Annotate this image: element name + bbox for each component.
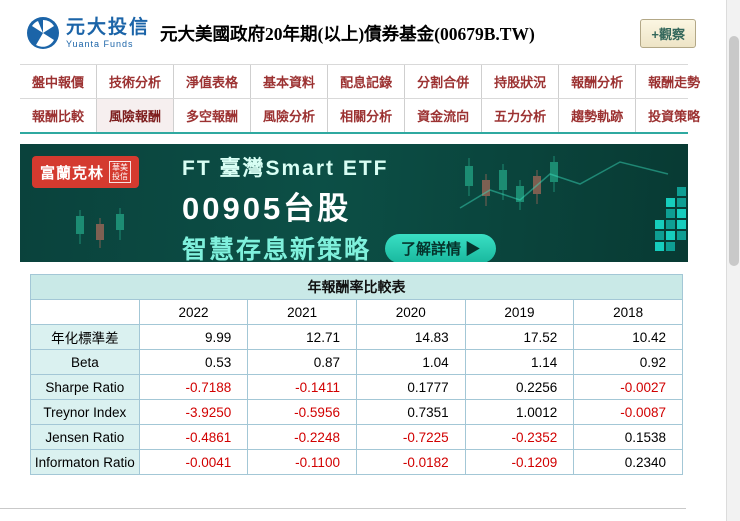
banner-cta-button[interactable]: 了解詳情 ▶	[385, 233, 497, 262]
metric-value: -0.7225	[355, 424, 466, 450]
brand-subname-bottom: 投信	[112, 172, 129, 181]
metric-value: 9.99	[138, 324, 249, 350]
metric-label: 年化標準差	[30, 324, 140, 350]
nav-tab[interactable]: 持股狀況	[482, 65, 560, 98]
metric-value: 0.7351	[355, 399, 466, 425]
metric-value: -0.0027	[573, 374, 683, 400]
metric-value: -0.7188	[138, 374, 249, 400]
table-title: 年報酬率比較表	[30, 274, 683, 300]
metric-value: 0.53	[138, 349, 249, 375]
vertical-scrollbar[interactable]	[726, 0, 740, 521]
metric-value: -0.0041	[138, 449, 249, 475]
metric-value: -0.1209	[464, 449, 575, 475]
banner-text: FT 臺灣Smart ETF 00905台股 智慧存息新策略 了解詳情 ▶	[182, 152, 497, 262]
metric-value: 0.1777	[355, 374, 466, 400]
metric-value: 0.92	[573, 349, 683, 375]
corner-cell	[30, 299, 140, 325]
metric-value: 1.14	[464, 349, 575, 375]
nav-tab[interactable]: 風險報酬	[97, 99, 175, 132]
nav-tab[interactable]: 報酬分析	[559, 65, 637, 98]
banner-line2: 00905台股	[182, 191, 352, 226]
year-header-row: 2022 2021 2020 2019 2018	[30, 299, 683, 325]
nav-tab[interactable]: 相關分析	[328, 99, 406, 132]
nav-tab[interactable]: 風險分析	[251, 99, 329, 132]
yuanta-logo-icon	[27, 17, 59, 49]
nav-tab[interactable]: 多空報酬	[174, 99, 252, 132]
year-column-header: 2019	[464, 299, 575, 325]
fund-title: 元大美國政府20年期(以上)債券基金(00679B.TW)	[160, 23, 535, 44]
metric-label: Beta	[30, 349, 140, 375]
taiwan-map-decoration	[655, 154, 664, 163]
brand-subname: 華美 投信	[109, 161, 132, 183]
metric-value: -0.4861	[138, 424, 249, 450]
metric-value: -0.1411	[247, 374, 357, 400]
table-row: Jensen Ratio -0.4861 -0.2248 -0.7225 -0.2352…	[30, 424, 683, 450]
page-bottom-divider	[0, 508, 686, 509]
metric-label: Jensen Ratio	[30, 424, 140, 450]
metric-value: 0.1538	[573, 424, 683, 450]
nav-tab[interactable]: 五力分析	[482, 99, 560, 132]
metric-value: 17.52	[464, 324, 575, 350]
year-column-header: 2018	[573, 299, 683, 325]
logo-name: 元大投信	[66, 16, 151, 38]
metric-value: 0.87	[247, 349, 357, 375]
metric-label: Sharpe Ratio	[30, 374, 140, 400]
nav-tab[interactable]: 淨值表格	[174, 65, 252, 98]
metric-value: -0.1100	[247, 449, 357, 475]
candlestick-decoration	[76, 156, 669, 248]
nav-tab[interactable]: 趨勢軌跡	[559, 99, 637, 132]
table-row: Informaton Ratio -0.0041 -0.1100 -0.0182 -0.…	[30, 449, 683, 475]
nav-row-2: 報酬比較 風險報酬 多空報酬 風險分析 相關分析 資金流向 五力分析 趨勢軌跡 投資策略	[20, 99, 700, 132]
metric-value: -0.2352	[464, 424, 575, 450]
fund-nav: 盤中報價 技術分析 淨值表格 基本資料 配息記錄 分割合併 持股狀況 報酬分析 報酬走勢 報酬比…	[20, 64, 700, 134]
yuanta-logo[interactable]: 元大投信 Yuanta Funds	[26, 16, 150, 50]
scrollbar-thumb[interactable]	[729, 36, 739, 266]
table-title-row: 年報酬率比較表	[30, 274, 683, 300]
banner-line1: FT 臺灣Smart ETF	[182, 157, 389, 180]
metric-value: -0.0087	[573, 399, 683, 425]
metric-value: 1.04	[355, 349, 466, 375]
metric-value: 0.2340	[573, 449, 683, 475]
metric-value: -3.9250	[138, 399, 249, 425]
metric-value: -0.0182	[355, 449, 466, 475]
nav-tab[interactable]: 投資策略	[648, 109, 701, 124]
logo-text: 元大投信 Yuanta Funds	[66, 16, 151, 49]
nav-row-1: 盤中報價 技術分析 淨值表格 基本資料 配息記錄 分割合併 持股狀況 報酬分析 報酬走勢	[20, 65, 700, 99]
table-row: Sharpe Ratio -0.7188 -0.1411 0.1777 0.2256 -0…	[30, 374, 683, 400]
banner-line3: 智慧存息新策略	[182, 236, 372, 262]
table-row: Beta 0.53 0.87 1.04 1.14 0.92	[30, 349, 683, 375]
nav-tab[interactable]: 資金流向	[405, 99, 483, 132]
table-row: Treynor Index -3.9250 -0.5956 0.7351 1.0012-…	[30, 399, 683, 425]
table-row: 年化標準差 9.99 12.71 14.83 17.52 10.42	[30, 324, 683, 350]
nav-tab[interactable]: 分割合併	[405, 65, 483, 98]
header: 元大投信 Yuanta Funds 元大美國政府20年期(以上)債券基金(006…	[0, 0, 740, 56]
year-column-header: 2021	[247, 299, 357, 325]
metric-value: 12.71	[247, 324, 357, 350]
nav-tab[interactable]: 盤中報價	[20, 65, 98, 98]
ad-banner[interactable]: 富蘭克林 華美 投信 FT 臺灣Smart ETF 00905台股 智慧存息新策…	[20, 144, 688, 262]
nav-tab[interactable]: 報酬比較	[20, 99, 98, 132]
brand-name: 富蘭克林	[40, 164, 105, 182]
nav-tab[interactable]: 配息記錄	[328, 65, 406, 98]
metric-label: Informaton Ratio	[30, 449, 140, 475]
metric-value: 14.83	[355, 324, 466, 350]
metric-value: 10.42	[573, 324, 683, 350]
nav-tab[interactable]: 基本資料	[251, 65, 329, 98]
brand-subname-top: 華美	[112, 163, 129, 172]
metric-label: Treynor Index	[30, 399, 140, 425]
franklin-brand-badge: 富蘭克林 華美 投信	[32, 156, 140, 188]
logo-english-name: Yuanta Funds	[66, 38, 134, 49]
metric-value: 1.0012	[464, 399, 575, 425]
year-column-header: 2020	[355, 299, 466, 325]
nav-tab[interactable]: 報酬走勢	[648, 75, 701, 90]
add-watchlist-button[interactable]: +觀察	[640, 18, 696, 48]
nav-tab[interactable]: 技術分析	[97, 65, 175, 98]
year-column-header: 2022	[138, 299, 249, 325]
metric-value: -0.2248	[247, 424, 357, 450]
metric-value: -0.5956	[247, 399, 357, 425]
annual-return-comparison-table: 年報酬率比較表 2022 2021 2020 2019 2018 年化標準差 9.99 12…	[30, 274, 683, 475]
metric-value: 0.2256	[464, 374, 575, 400]
